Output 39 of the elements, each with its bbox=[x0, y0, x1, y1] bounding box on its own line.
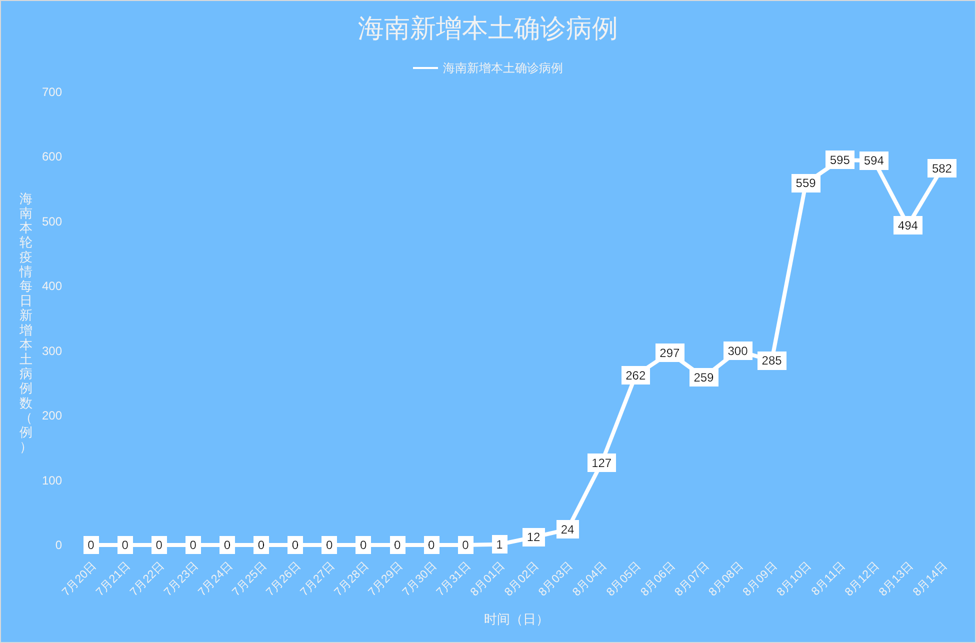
data-label: 0 bbox=[224, 538, 231, 552]
data-label: 594 bbox=[864, 154, 884, 168]
legend: 海南新增本土确诊病例 bbox=[413, 61, 563, 75]
data-label: 285 bbox=[762, 354, 782, 368]
data-label: 0 bbox=[156, 538, 162, 552]
y-tick-label: 0 bbox=[55, 538, 62, 552]
text: 海南本轮疫情每日新增本土病例数（例） bbox=[20, 190, 32, 454]
chart-title: 海南新增本土确诊病例 bbox=[358, 13, 618, 43]
data-label: 300 bbox=[728, 344, 748, 358]
y-tick-label: 700 bbox=[42, 85, 62, 99]
data-label: 0 bbox=[292, 538, 299, 552]
data-label: 297 bbox=[660, 346, 680, 360]
y-tick-label: 100 bbox=[42, 473, 62, 488]
y-tick-label: 500 bbox=[42, 214, 62, 228]
data-label: 0 bbox=[394, 538, 401, 552]
data-label: 127 bbox=[592, 456, 612, 470]
data-label: 259 bbox=[694, 370, 714, 384]
y-tick-label: 400 bbox=[42, 279, 62, 294]
data-label: 0 bbox=[462, 538, 469, 552]
data-label: 0 bbox=[190, 538, 196, 552]
y-tick-label: 200 bbox=[42, 408, 62, 423]
y-tick-label: 300 bbox=[42, 344, 62, 358]
data-label: 582 bbox=[932, 161, 952, 176]
data-label: 0 bbox=[360, 538, 367, 552]
data-label: 12 bbox=[526, 530, 540, 544]
data-label: 0 bbox=[122, 538, 128, 552]
data-label: 494 bbox=[898, 218, 918, 232]
data-label: 0 bbox=[258, 538, 265, 552]
legend-label: 海南新增本土确诊病例 bbox=[443, 61, 563, 75]
data-label: 1 bbox=[496, 537, 503, 552]
data-label: 0 bbox=[88, 538, 94, 552]
data-label: 0 bbox=[428, 538, 435, 552]
x-axis-title: 时间（日） bbox=[484, 612, 549, 626]
data-label: 559 bbox=[796, 176, 816, 190]
data-label: 0 bbox=[326, 538, 333, 552]
data-label: 24 bbox=[560, 522, 574, 536]
data-label: 262 bbox=[626, 368, 646, 382]
y-tick-label: 600 bbox=[42, 150, 62, 164]
data-label: 595 bbox=[830, 152, 850, 167]
